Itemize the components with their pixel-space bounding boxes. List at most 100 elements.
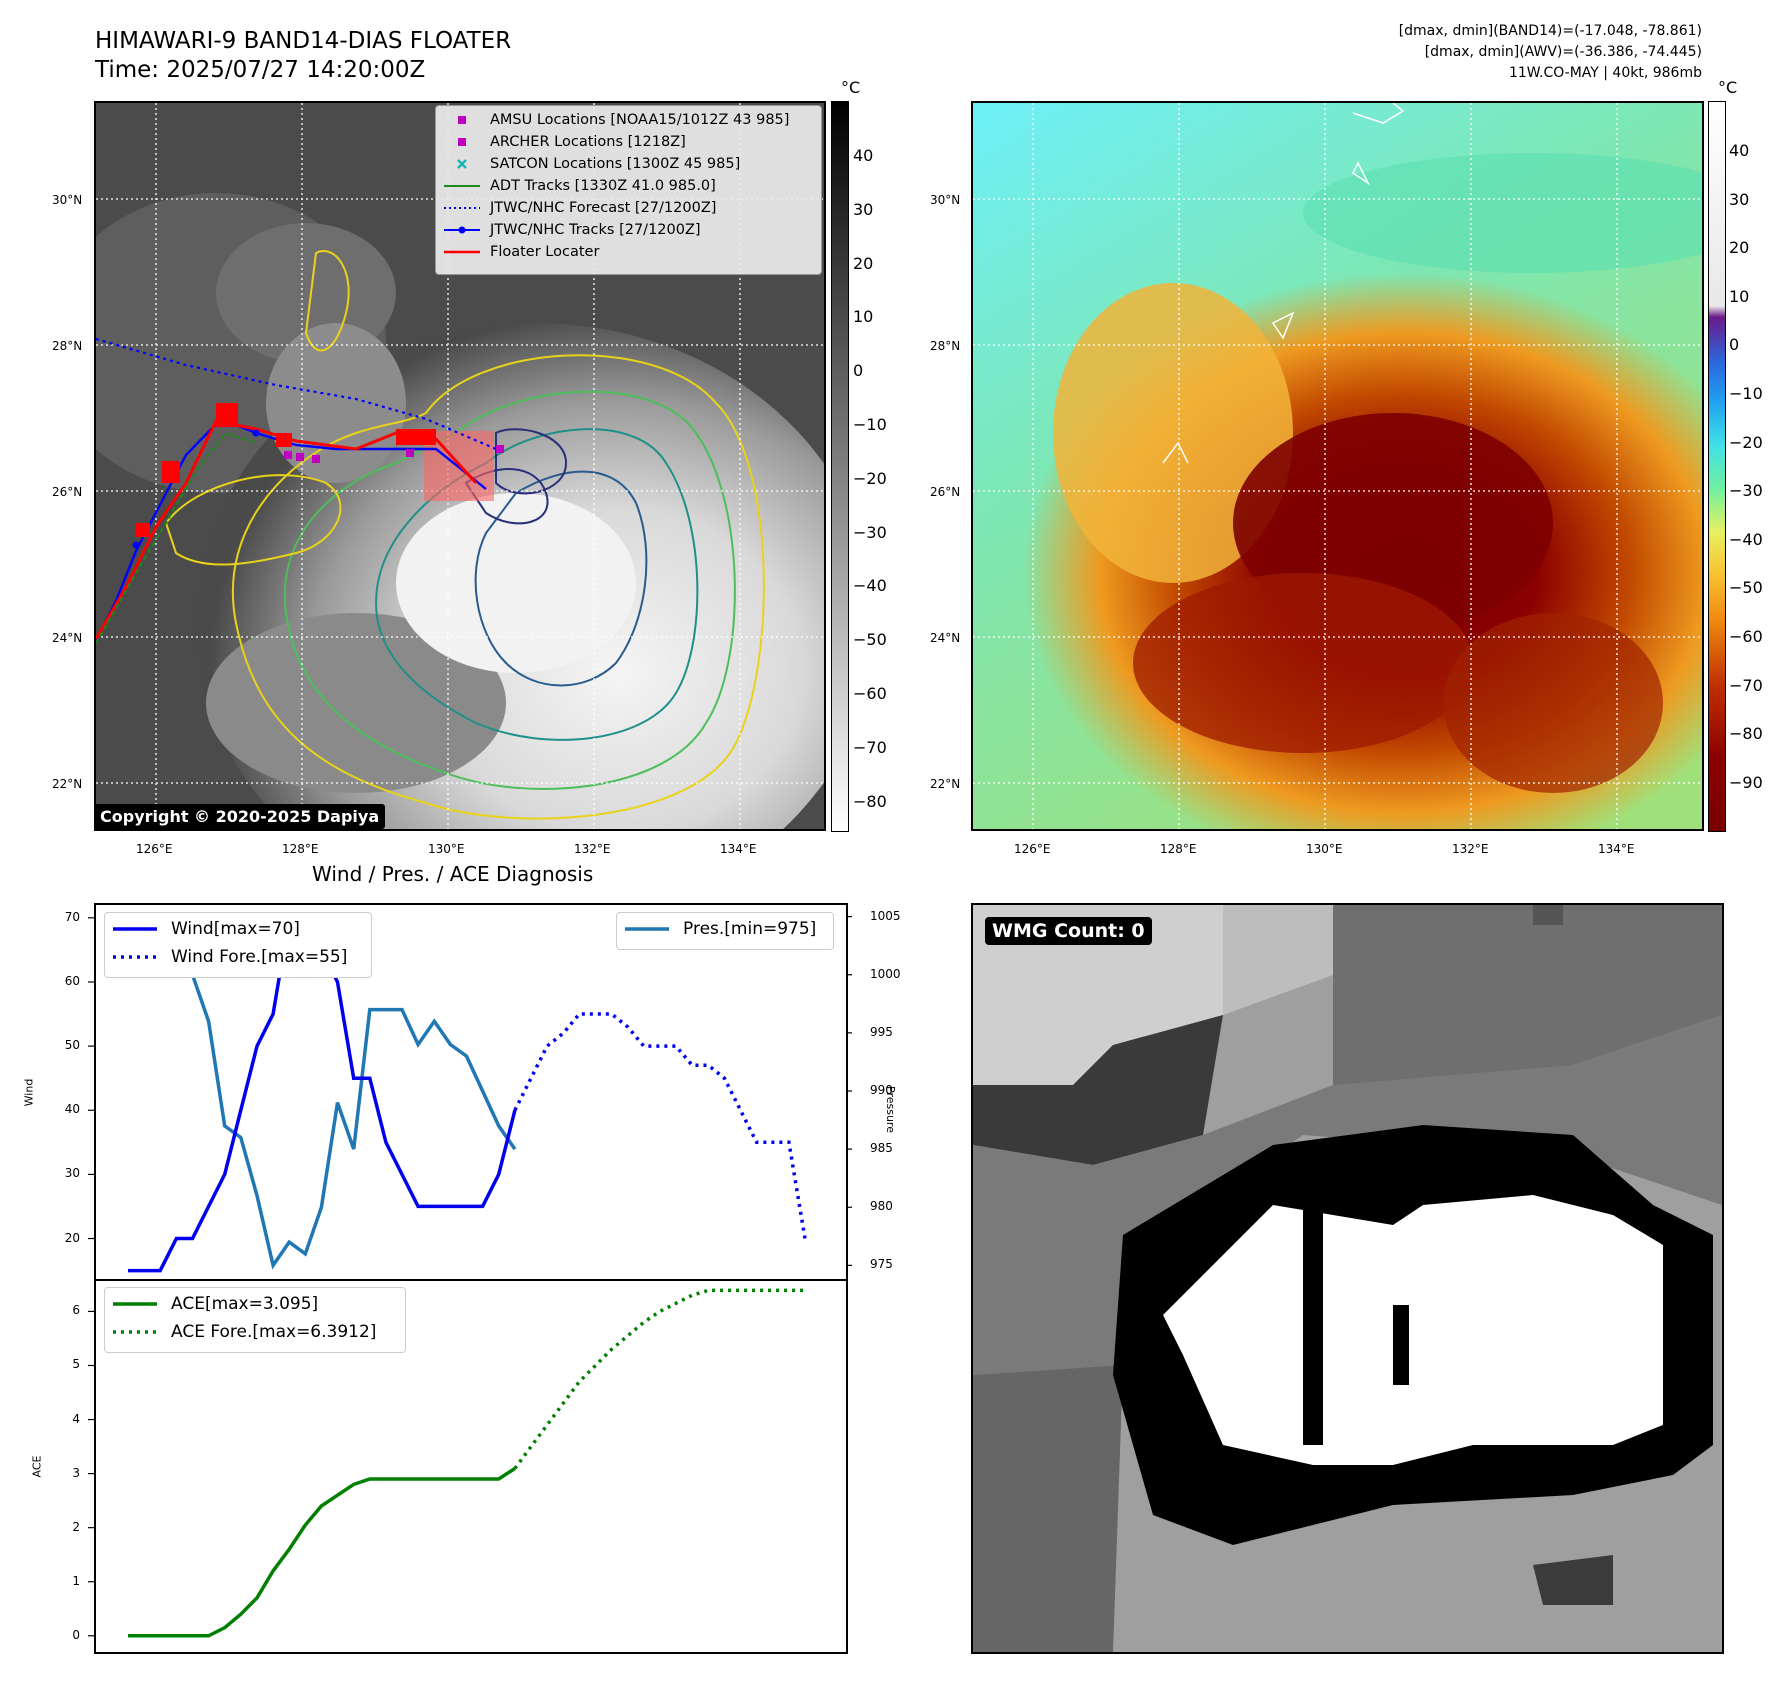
ir-colorbar-label: −70 bbox=[853, 737, 887, 757]
legend-item-pressure: Pres.[min=975] bbox=[625, 919, 816, 939]
ace-tick: 3 bbox=[72, 1465, 80, 1480]
legend-label: SATCON Locations [1300Z 45 985] bbox=[490, 156, 741, 172]
lat-label-28n: 28°N bbox=[52, 339, 83, 353]
wv-lon-label-134e: 134°E bbox=[1598, 842, 1635, 856]
pressure-legend: Pres.[min=975] bbox=[616, 912, 834, 950]
dotted-line-icon bbox=[444, 200, 480, 216]
wv-colorbar-label: −60 bbox=[1729, 627, 1763, 646]
lat-label-24n: 24°N bbox=[52, 631, 83, 645]
wv-colorbar-label: 40 bbox=[1729, 141, 1750, 160]
legend-item-archer: ARCHER Locations [1218Z] bbox=[444, 134, 686, 150]
wv-lon-label-126e: 126°E bbox=[1014, 842, 1051, 856]
legend-item-ace: ACE[max=3.095] bbox=[113, 1294, 318, 1314]
figure-time: Time: 2025/07/27 14:20:00Z bbox=[95, 57, 426, 83]
wv-colorbar bbox=[1708, 101, 1726, 832]
legend-item-floater: Floater Locater bbox=[444, 244, 599, 260]
ir-colorbar-label: −30 bbox=[853, 522, 887, 542]
wv-colorbar-label: 10 bbox=[1729, 286, 1750, 306]
ace-tick: 2 bbox=[72, 1519, 80, 1534]
ir-colorbar-label: 10 bbox=[853, 307, 874, 327]
pressure-tick: 985 bbox=[870, 1141, 893, 1156]
pressure-tick: 980 bbox=[870, 1199, 893, 1214]
lat-label-22n: 22°N bbox=[52, 777, 83, 791]
ace-tick: 1 bbox=[72, 1573, 80, 1588]
wv-colorbar-label: 30 bbox=[1729, 189, 1750, 209]
ir-colorbar-label: −10 bbox=[853, 415, 887, 434]
wv-lat-label-30n: 30°N bbox=[930, 193, 961, 207]
wv-colorbar-label: −90 bbox=[1729, 772, 1763, 792]
legend-item-wind: Wind[max=70] bbox=[113, 919, 300, 939]
wind-tick: 40 bbox=[64, 1102, 80, 1117]
ir-colorbar bbox=[831, 101, 849, 832]
legend-label: Pres.[min=975] bbox=[683, 919, 817, 939]
square-marker-icon bbox=[444, 134, 480, 150]
ace-tick: 6 bbox=[72, 1303, 80, 1318]
wv-colorbar-label: −20 bbox=[1729, 432, 1763, 452]
ace-axis-title: ACE bbox=[30, 1455, 44, 1478]
wv-colorbar-label: 20 bbox=[1729, 238, 1750, 258]
ir-colorbar-unit: °C bbox=[841, 78, 861, 97]
dotted-line-icon bbox=[113, 1330, 157, 1334]
ir-colorbar-label: 20 bbox=[853, 253, 874, 273]
lon-label-130e: 130°E bbox=[428, 842, 465, 856]
lat-label-26n: 26°N bbox=[52, 485, 83, 499]
diagnosis-title: Wind / Pres. / ACE Diagnosis bbox=[312, 862, 594, 886]
legend-item-ace-forecast: ACE Fore.[max=6.3912] bbox=[113, 1322, 376, 1342]
wmg-panel: WMG Count: 0 bbox=[971, 903, 1724, 1654]
wv-colorbar-unit: °C bbox=[1718, 78, 1738, 97]
wv-colorbar-label: −80 bbox=[1729, 724, 1763, 744]
ir-colorbar-label: 40 bbox=[853, 146, 874, 165]
ace-tick: 4 bbox=[72, 1411, 80, 1426]
wv-colorbar-label: −10 bbox=[1729, 384, 1763, 403]
line-dot-icon bbox=[444, 222, 480, 238]
legend-item-tracks: JTWC/NHC Tracks [27/1200Z] bbox=[444, 222, 701, 238]
ace-tick: 0 bbox=[72, 1627, 80, 1642]
legend-item-adt: ADT Tracks [1330Z 41.0 985.0] bbox=[444, 178, 716, 194]
line-marker-icon bbox=[444, 244, 480, 260]
wmg-count-badge: WMG Count: 0 bbox=[985, 917, 1152, 945]
ace-tick: 5 bbox=[72, 1357, 80, 1372]
square-marker-icon bbox=[444, 112, 480, 128]
solid-line-icon bbox=[113, 927, 157, 931]
legend-label: Wind Fore.[max=55] bbox=[171, 947, 348, 967]
ir-legend: AMSU Locations [NOAA15/1012Z 43 985] ARC… bbox=[435, 105, 822, 275]
info-line-band14: [dmax, dmin](BAND14)=(-17.048, -78.861) bbox=[1398, 23, 1702, 39]
ir-colorbar-label: −50 bbox=[853, 630, 887, 650]
wind-tick: 50 bbox=[64, 1038, 80, 1053]
ir-colorbar-label: −40 bbox=[853, 576, 887, 596]
wv-colorbar-label: −70 bbox=[1729, 675, 1763, 695]
legend-label: AMSU Locations [NOAA15/1012Z 43 985] bbox=[490, 112, 790, 128]
pressure-tick: 1000 bbox=[870, 966, 901, 981]
legend-item-wind-forecast: Wind Fore.[max=55] bbox=[113, 947, 347, 967]
pressure-tick: 1005 bbox=[870, 908, 901, 923]
diagnosis-axes bbox=[94, 903, 848, 1654]
legend-label: Wind[max=70] bbox=[171, 919, 300, 939]
wind-tick: 70 bbox=[64, 909, 80, 924]
ace-legend: ACE[max=3.095] ACE Fore.[max=6.3912] bbox=[104, 1287, 406, 1353]
line-marker-icon bbox=[444, 178, 480, 194]
wv-colorbar-label: −50 bbox=[1729, 578, 1763, 598]
lon-label-134e: 134°E bbox=[720, 842, 757, 856]
wv-map-image bbox=[973, 103, 1702, 829]
wind-tick: 20 bbox=[64, 1230, 80, 1245]
wind-axis-title: Wind bbox=[22, 1078, 36, 1107]
lat-label-30n: 30°N bbox=[52, 193, 83, 207]
pressure-tick: 975 bbox=[870, 1257, 893, 1272]
wv-lon-label-130e: 130°E bbox=[1306, 842, 1343, 856]
legend-label: ARCHER Locations [1218Z] bbox=[490, 134, 686, 150]
info-line-awv: [dmax, dmin](AWV)=(-36.386, -74.445) bbox=[1424, 44, 1702, 60]
legend-label: ACE[max=3.095] bbox=[171, 1294, 319, 1314]
ir-colorbar-label: −20 bbox=[853, 468, 887, 488]
wv-colorbar-label: 0 bbox=[1729, 335, 1740, 355]
lon-label-126e: 126°E bbox=[136, 842, 173, 856]
lon-label-128e: 128°E bbox=[282, 842, 319, 856]
legend-item-forecast: JTWC/NHC Forecast [27/1200Z] bbox=[444, 200, 716, 216]
wv-lat-label-24n: 24°N bbox=[930, 631, 961, 645]
lon-label-132e: 132°E bbox=[574, 842, 611, 856]
figure-title: HIMAWARI-9 BAND14-DIAS FLOATER bbox=[95, 28, 512, 54]
solid-line-icon bbox=[625, 927, 669, 931]
info-line-storm: 11W.CO-MAY | 40kt, 986mb bbox=[1508, 65, 1702, 81]
solid-line-icon bbox=[113, 1302, 157, 1306]
wv-colorbar-label: −40 bbox=[1729, 529, 1763, 549]
pressure-tick: 995 bbox=[870, 1024, 893, 1039]
